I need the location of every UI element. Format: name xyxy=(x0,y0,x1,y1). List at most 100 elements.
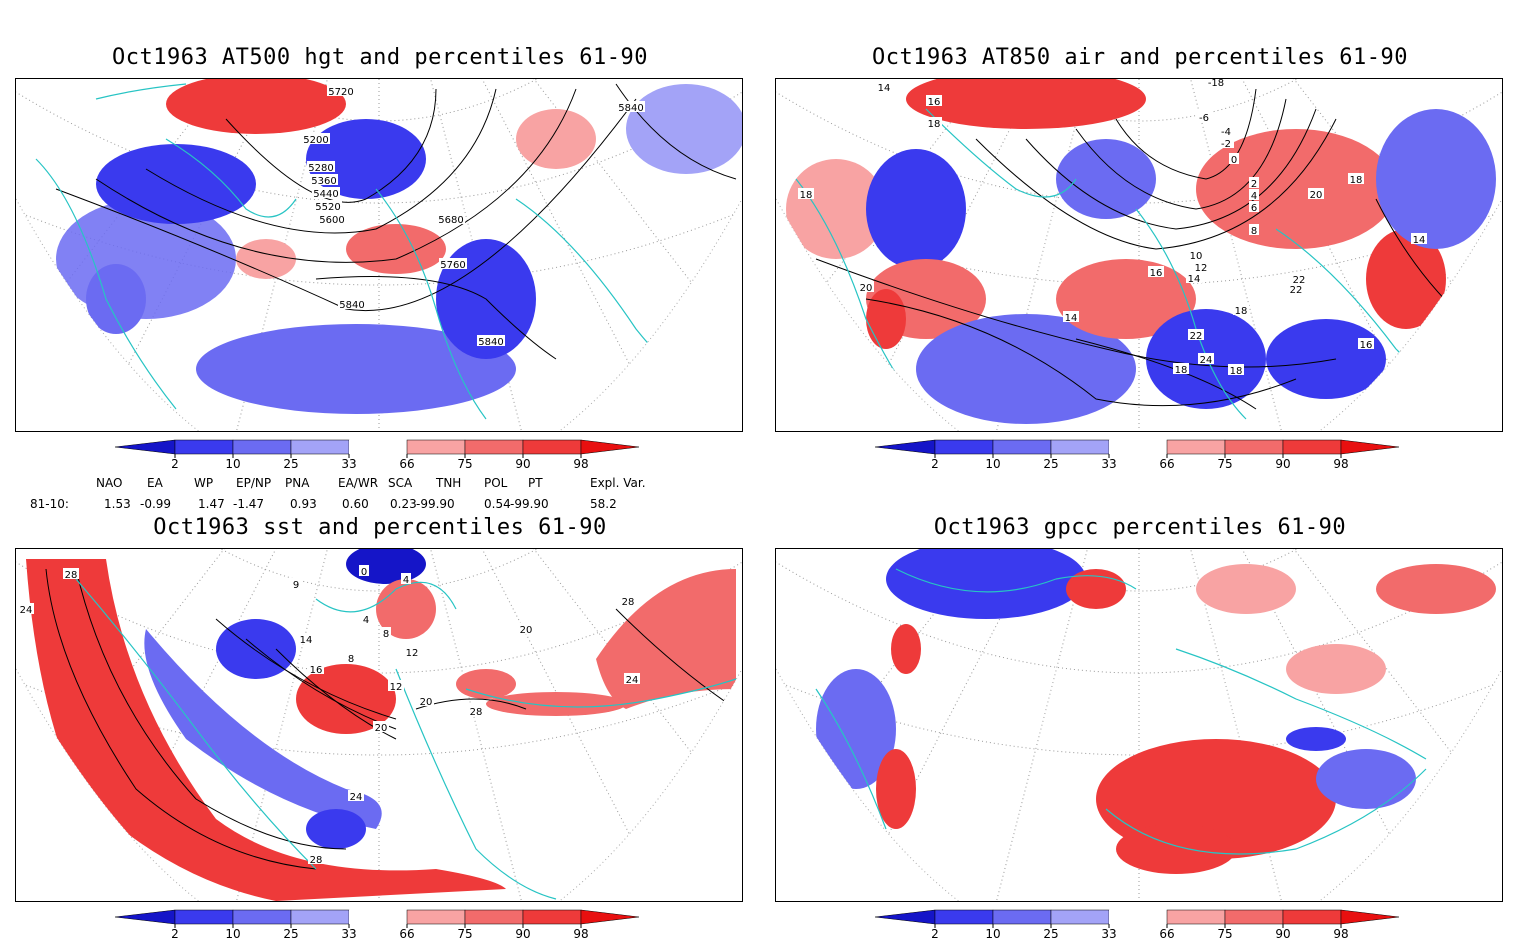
contour-label: 5840 xyxy=(478,337,503,348)
contour-label: -6 xyxy=(1199,113,1209,124)
contour-label: 8 xyxy=(348,654,354,665)
colorbar-tick-label: 66 xyxy=(399,457,414,471)
colorbar-segment xyxy=(1224,909,1284,925)
colorbar-arrow-low xyxy=(115,439,176,455)
colorbar-tick-label: 2 xyxy=(171,927,179,941)
index-header-ea: EA xyxy=(147,476,163,490)
contour-label: 14 xyxy=(300,635,313,646)
colorbar-tick-label: 2 xyxy=(931,457,939,471)
contour-label: 16 xyxy=(1360,340,1373,351)
index-header-pt: PT xyxy=(528,476,543,490)
colorbar-segment xyxy=(522,909,582,925)
contour-label: 5840 xyxy=(618,103,643,114)
contour-label: 6 xyxy=(1251,203,1257,214)
panel-title-gpcc: Oct1963 gpcc percentiles 61-90 xyxy=(933,515,1347,540)
contour-label: 9 xyxy=(293,580,299,591)
index-value-pol: 0.54 xyxy=(484,497,511,511)
colorbar-segment xyxy=(934,909,994,925)
index-value-ea: -0.99 xyxy=(140,497,172,511)
index-value-wp: 1.47 xyxy=(198,497,225,511)
contour-label: 24 xyxy=(20,605,33,616)
panel-title-hgt500: Oct1963 AT500 hgt and percentiles 61-90 xyxy=(111,45,649,70)
index-header-pna: PNA xyxy=(285,476,310,490)
contour-label: 24 xyxy=(350,792,363,803)
index-header-explvar: Expl. Var. xyxy=(590,476,646,490)
contour-label: 20 xyxy=(375,723,388,734)
map-panel-gpcc xyxy=(775,548,1503,902)
contour-label: 5360 xyxy=(311,176,336,187)
contour-label: 18 xyxy=(1350,175,1363,186)
colorbar-tick-label: 33 xyxy=(1101,927,1116,941)
colorbar-segment xyxy=(174,909,234,925)
index-value-tnh: -99.90 xyxy=(416,497,455,511)
colorbar-segment xyxy=(406,909,466,925)
contour-label: 20 xyxy=(860,283,873,294)
contour-label: 20 xyxy=(1310,190,1323,201)
colorbar-tick-label: 10 xyxy=(225,457,240,471)
contour-label: 12 xyxy=(406,648,419,659)
contour-label: 24 xyxy=(1200,355,1213,366)
map-panel-sst: 28 24 0 4 8 9 4 14 16 8 12 12 20 20 24 28 28 20 24 28 xyxy=(15,548,743,902)
contour-label: 10 xyxy=(1190,251,1203,262)
contour-label: 18 xyxy=(1230,366,1243,377)
index-value-pt: -99.90 xyxy=(510,497,549,511)
index-header-sca: SCA xyxy=(388,476,413,490)
contour-label: 8 xyxy=(383,629,389,640)
colorbar-tick-label: 33 xyxy=(341,927,356,941)
contour-label: 20 xyxy=(520,625,533,636)
contour-label: 0 xyxy=(361,567,367,578)
contour-label: 2 xyxy=(1251,179,1257,190)
map-svg-sst: 28 24 0 4 8 9 4 14 16 8 12 12 20 20 24 28 28 20 24 28 xyxy=(16,549,742,901)
contour-label: 5200 xyxy=(303,135,328,146)
colorbar-tick-label: 10 xyxy=(985,927,1000,941)
contour-label: 14 xyxy=(1188,274,1201,285)
colorbar-segment xyxy=(934,439,994,455)
contour-label: 0 xyxy=(1231,155,1237,166)
contour-label: 20 xyxy=(420,697,433,708)
colorbar-arrow-low xyxy=(875,439,936,455)
contour-label: 4 xyxy=(363,615,369,626)
index-value-epnp: -1.47 xyxy=(233,497,265,511)
map-panel-air850: 14 16 18 -18 -6 -4 -2 0 2 4 6 8 10 12 14 16 18 20 22 22 22 24… xyxy=(775,78,1503,432)
colorbar-sst: 2 10 25 33 66 75 90 98 xyxy=(115,909,640,941)
colorbar-tick-label: 98 xyxy=(573,927,588,941)
colorbar-tick-label: 10 xyxy=(225,927,240,941)
index-header-wp: WP xyxy=(194,476,214,490)
colorbar-segment xyxy=(1166,439,1226,455)
colorbar-tick-label: 75 xyxy=(1217,457,1232,471)
colorbar-segment xyxy=(1109,910,1167,924)
colorbar-tick-label: 2 xyxy=(931,927,939,941)
index-header-tnh: TNH xyxy=(436,476,462,490)
contour-label: 5680 xyxy=(438,215,463,226)
contour-label: 28 xyxy=(310,855,323,866)
contour-label: 14 xyxy=(878,83,891,94)
colorbar-hgt500: 2 10 25 33 66 75 90 98 xyxy=(115,439,640,471)
colorbar-segment xyxy=(174,439,234,455)
colorbar-air850: 2 10 25 33 66 75 90 98 xyxy=(875,439,1400,471)
colorbar-tick-label: 66 xyxy=(1159,457,1174,471)
colorbar-segment xyxy=(232,909,292,925)
teleconnection-indices: NAO EA WP EP/NP PNA EA/WR SCA TNH POL PT… xyxy=(0,472,760,516)
colorbar-tick-label: 2 xyxy=(171,457,179,471)
contour-label: 14 xyxy=(1065,313,1078,324)
index-value-nao: 1.53 xyxy=(104,497,131,511)
contour-label: 5840 xyxy=(339,300,364,311)
index-header-eawr: EA/WR xyxy=(338,476,379,490)
colorbar-tick-label: 90 xyxy=(515,457,530,471)
colorbar-segment xyxy=(1282,439,1342,455)
colorbar-arrow-high xyxy=(1340,909,1400,925)
contour-label: 16 xyxy=(928,97,941,108)
contour-label: 14 xyxy=(1413,235,1426,246)
colorbar-segment xyxy=(1109,440,1167,454)
contour-label: 18 xyxy=(928,119,941,130)
colorbar-segment xyxy=(232,439,292,455)
colorbar-tick-label: 75 xyxy=(1217,927,1232,941)
contour-label: -2 xyxy=(1221,139,1231,150)
colorbar-arrow-low xyxy=(115,909,176,925)
colorbar-arrow-low xyxy=(875,909,936,925)
index-header-nao: NAO xyxy=(96,476,123,490)
index-value-pna: 0.93 xyxy=(290,497,317,511)
contour-label: 16 xyxy=(310,665,323,676)
contour-label: 4 xyxy=(1251,191,1257,202)
colorbar-segment xyxy=(406,439,466,455)
